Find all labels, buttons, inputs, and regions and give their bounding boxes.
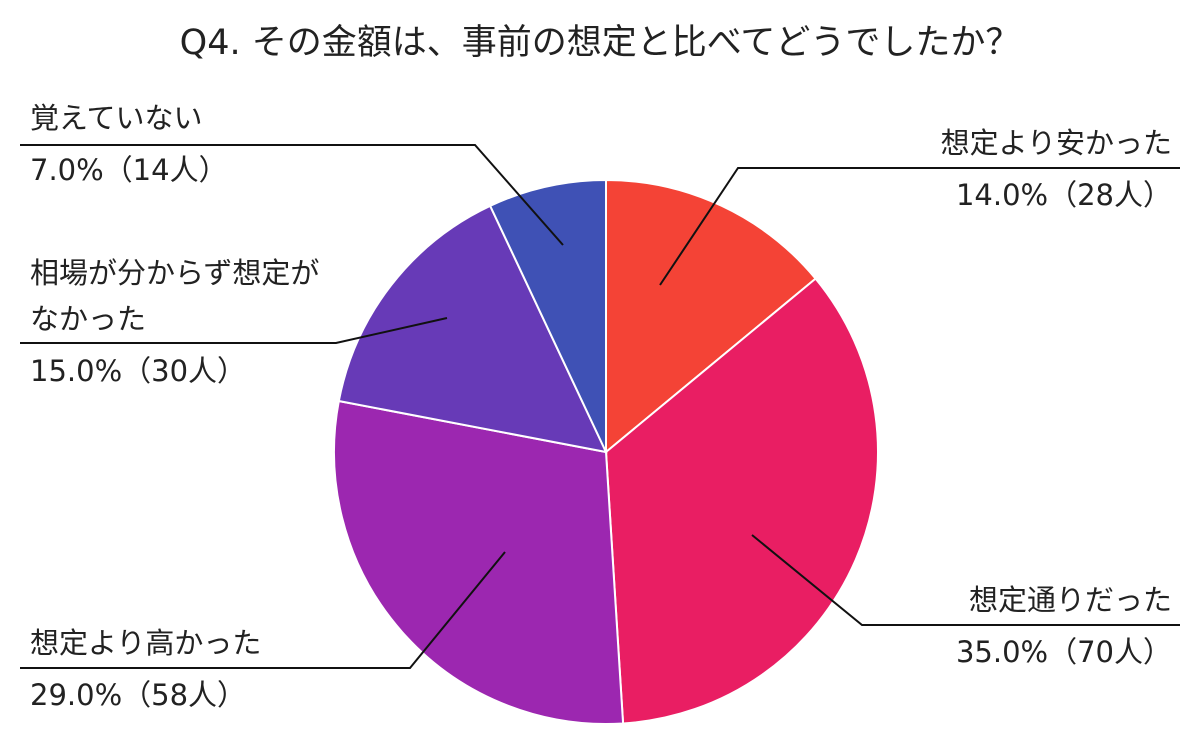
value-label: 15.0%（30人） bbox=[30, 354, 247, 388]
category-label: 想定より安かった bbox=[940, 126, 1172, 160]
slice-label: 想定より高かった 29.0%（58人） bbox=[30, 620, 261, 718]
pie-slice bbox=[605, 178, 817, 455]
category-label: 相場が分からず想定が なかった bbox=[30, 256, 320, 336]
leader-line bbox=[659, 167, 1180, 286]
leader-line bbox=[751, 534, 1180, 626]
slice-label: 相場が分からず想定が なかった 15.0%（30人） bbox=[30, 250, 319, 394]
value-label: 29.0%（58人） bbox=[30, 678, 247, 712]
category-label: 想定通りだった bbox=[968, 583, 1172, 617]
pie-slice bbox=[604, 277, 879, 725]
leader-line bbox=[20, 317, 448, 344]
category-label: 覚えていない bbox=[30, 101, 203, 135]
leader-line bbox=[20, 144, 564, 246]
leader-line bbox=[20, 551, 506, 669]
pie-slice bbox=[333, 399, 625, 725]
slice-label: 覚えていない 7.0%（14人） bbox=[30, 95, 228, 193]
slice-label: 想定通りだった 35.0%（70人） bbox=[956, 577, 1172, 675]
slice-label: 想定より安かった 14.0%（28人） bbox=[941, 120, 1172, 218]
pie-slice bbox=[488, 178, 607, 453]
value-label: 14.0%（28人） bbox=[955, 178, 1172, 212]
category-label: 想定より高かった bbox=[30, 626, 262, 660]
value-label: 35.0%（70人） bbox=[955, 635, 1172, 669]
pie-slice bbox=[337, 204, 608, 454]
chart-title: Q4. その金額は、事前の想定と比べてどうでしたか？ bbox=[179, 23, 1021, 63]
value-label: 7.0%（14人） bbox=[30, 153, 228, 187]
